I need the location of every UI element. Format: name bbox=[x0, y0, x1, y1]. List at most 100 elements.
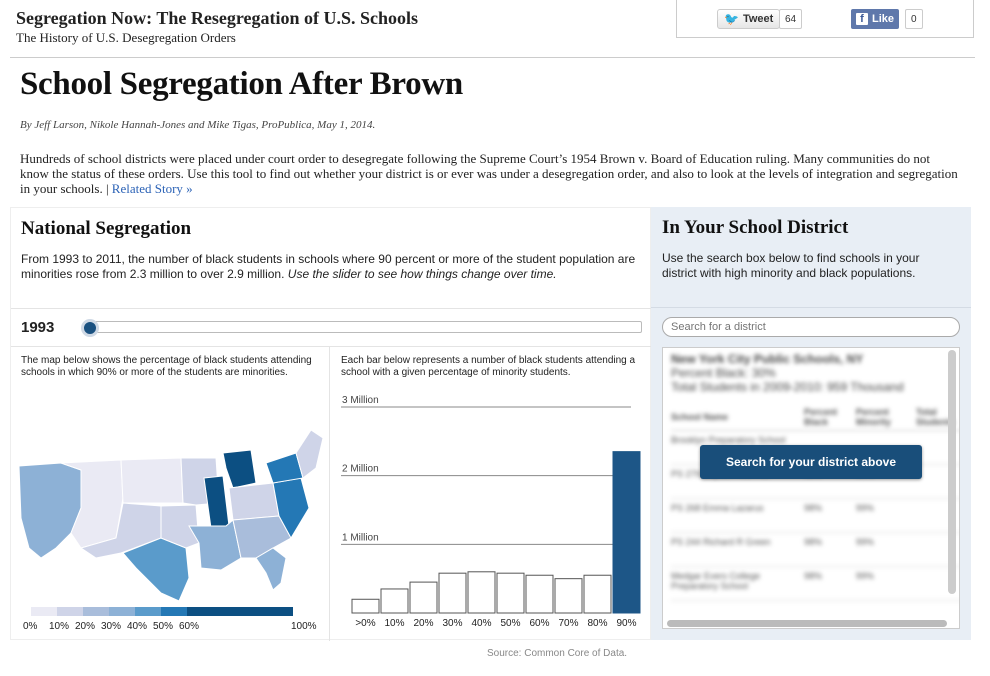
legend-label: 60% bbox=[179, 621, 200, 632]
district-description: Use the search box below to find schools… bbox=[662, 251, 920, 280]
divider bbox=[11, 346, 652, 347]
legend-label: 10% bbox=[49, 621, 70, 632]
results-horizontal-scrollbar[interactable] bbox=[667, 620, 947, 627]
gridline-label: 1 Million bbox=[342, 532, 379, 543]
x-tick-label: 50% bbox=[500, 618, 520, 629]
intro-text: Hundreds of school districts were placed… bbox=[20, 151, 958, 196]
map-legend bbox=[31, 607, 293, 616]
divider bbox=[651, 307, 971, 308]
x-tick-label: >0% bbox=[355, 618, 375, 629]
like-label: Like bbox=[872, 13, 895, 25]
national-segregation-panel: National Segregation From 1993 to 2011, … bbox=[10, 207, 652, 641]
x-tick-label: 80% bbox=[587, 618, 607, 629]
column-header: School Name bbox=[671, 404, 805, 431]
header-divider bbox=[10, 57, 975, 58]
map-description: The map below shows the percentage of bl… bbox=[21, 355, 312, 378]
top-bar: Segregation Now: The Resegregation of U.… bbox=[0, 0, 990, 58]
histogram-bar bbox=[438, 572, 467, 614]
search-district-callout[interactable]: Search for your district above bbox=[700, 445, 922, 479]
column-header: Percent Black bbox=[804, 404, 856, 431]
byline: By Jeff Larson, Nikole Hannah-Jones and … bbox=[20, 119, 376, 131]
intro-paragraph: Hundreds of school districts were placed… bbox=[20, 151, 960, 196]
column-header: Percent Minority bbox=[855, 404, 916, 431]
legend-label: 50% bbox=[153, 621, 174, 632]
map-region-oklahoma-kansas bbox=[160, 504, 200, 549]
table-cell: 99% bbox=[855, 566, 916, 601]
legend-swatch bbox=[187, 607, 293, 616]
district-results-preview: New York City Public Schools, NY Percent… bbox=[662, 347, 960, 629]
table-cell: 99% bbox=[855, 498, 916, 533]
x-tick-label: 40% bbox=[471, 618, 491, 629]
legend-label: 0% bbox=[23, 621, 38, 632]
facebook-like-button[interactable]: f Like bbox=[851, 9, 900, 29]
legend-label: 20% bbox=[75, 621, 96, 632]
x-tick-label: 60% bbox=[529, 618, 549, 629]
twitter-bird-icon: 🐦 bbox=[724, 12, 739, 26]
x-tick-label: 30% bbox=[442, 618, 462, 629]
year-slider-track[interactable] bbox=[86, 321, 642, 333]
facebook-icon: f bbox=[856, 13, 868, 25]
sample-district-name: New York City Public Schools, NY bbox=[671, 352, 864, 366]
tweet-button[interactable]: 🐦 Tweet bbox=[717, 9, 781, 29]
histogram-chart: 1 Million 2 Million 3 Million >0% 10% 20% 30% 4… bbox=[341, 395, 641, 629]
table-cell: 99% bbox=[855, 532, 916, 567]
table-cell: 98% bbox=[804, 498, 856, 533]
map-region-florida bbox=[255, 547, 287, 591]
year-slider-handle[interactable] bbox=[81, 319, 99, 337]
school-district-panel: In Your School District Use the search b… bbox=[651, 207, 971, 640]
table-row: PS 244 Richard R Green 98% 99% bbox=[671, 532, 959, 567]
legend-swatch bbox=[161, 607, 187, 616]
sample-total-students: Total Students in 2009-2010: 959 Thousan… bbox=[671, 380, 904, 394]
histogram-bar bbox=[525, 574, 554, 614]
histogram-bar bbox=[380, 588, 409, 614]
national-description: From 1993 to 2011, the number of black s… bbox=[21, 252, 641, 282]
sample-percent-black: Percent Black: 30% bbox=[671, 366, 776, 380]
map-region-new-england bbox=[295, 429, 324, 479]
x-tick-label: 70% bbox=[558, 618, 578, 629]
x-tick-label: 20% bbox=[413, 618, 433, 629]
legend-label: 40% bbox=[127, 621, 148, 632]
legend-swatch bbox=[57, 607, 83, 616]
page-title: School Segregation After Brown bbox=[20, 66, 463, 102]
map-region-northern-plains bbox=[120, 457, 184, 504]
histogram-bar bbox=[612, 451, 641, 614]
tweet-count: 64 bbox=[779, 9, 803, 29]
table-header-row: School Name Percent Black Percent Minori… bbox=[671, 404, 959, 431]
histogram-bar bbox=[554, 578, 583, 614]
district-title: In Your School District bbox=[662, 217, 849, 238]
like-count: 0 bbox=[905, 9, 923, 29]
map-region-illinois bbox=[203, 475, 230, 529]
national-title: National Segregation bbox=[21, 218, 192, 239]
site-title[interactable]: Segregation Now: The Resegregation of U.… bbox=[16, 8, 418, 28]
national-desc-italic: Use the slider to see how things change … bbox=[287, 267, 557, 281]
table-cell: Medgar Evers College Preparatory School bbox=[671, 566, 805, 601]
related-story-link[interactable]: Related Story » bbox=[111, 181, 193, 196]
legend-label: 30% bbox=[101, 621, 122, 632]
map-region-ohio-valley bbox=[228, 482, 280, 521]
table-cell: PS 268 Emma Lazarus bbox=[671, 498, 805, 533]
column-divider bbox=[329, 346, 330, 641]
bar-chart-description: Each bar below represents a number of bl… bbox=[341, 355, 636, 378]
divider bbox=[11, 308, 652, 309]
x-tick-label: 90% bbox=[616, 618, 636, 629]
table-row: Medgar Evers College Preparatory School … bbox=[671, 566, 959, 601]
table-cell: 98% bbox=[804, 532, 856, 567]
legend-labels: 0% 10% 20% 30% 40% 50% 60% 100% bbox=[11, 621, 329, 633]
legend-swatch bbox=[109, 607, 135, 616]
map-region-south-central bbox=[188, 519, 242, 571]
gridline-label: 2 Million bbox=[342, 464, 379, 475]
gridline-label: 3 Million bbox=[342, 395, 379, 406]
histogram-bar bbox=[409, 581, 438, 614]
us-choropleth-map[interactable] bbox=[11, 408, 329, 603]
results-vertical-scrollbar[interactable] bbox=[948, 350, 956, 594]
histogram-bar bbox=[467, 571, 496, 614]
x-tick-label: 10% bbox=[384, 618, 404, 629]
district-search-input[interactable] bbox=[662, 317, 960, 337]
sample-school-table: School Name Percent Black Percent Minori… bbox=[671, 404, 959, 601]
map-region-west bbox=[18, 462, 82, 559]
site-subtitle: The History of U.S. Desegregation Orders bbox=[16, 30, 236, 45]
national-desc-text: From 1993 to 2011, the number of black s… bbox=[21, 252, 636, 281]
map-region-michigan bbox=[222, 449, 257, 489]
legend-swatch bbox=[83, 607, 109, 616]
legend-swatch bbox=[135, 607, 161, 616]
